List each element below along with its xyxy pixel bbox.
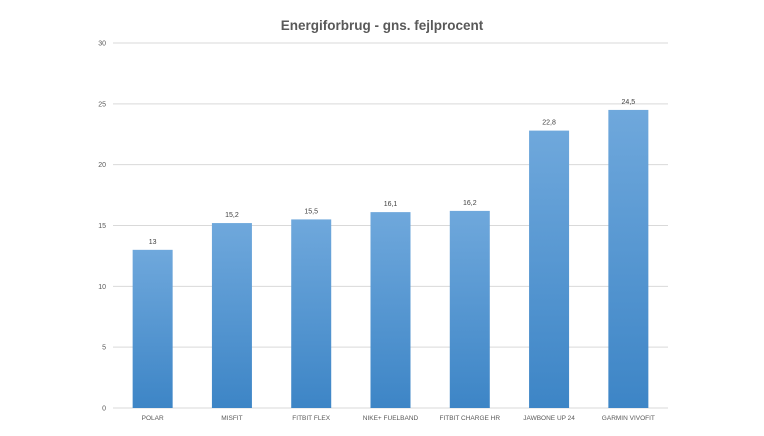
y-tick-label: 20 bbox=[98, 162, 106, 169]
data-label: 13 bbox=[149, 239, 157, 246]
bar-jawbone-up-24 bbox=[529, 130, 570, 408]
x-category-label: POLAR bbox=[142, 415, 164, 422]
data-label: 22,8 bbox=[542, 120, 556, 127]
x-category-label: NIKE+ FUELBAND bbox=[363, 415, 419, 422]
chart-title: Energiforbrug - gns. fejlprocent bbox=[280, 18, 484, 33]
bar-fitbit-charge-hr bbox=[449, 210, 490, 408]
bar-polar bbox=[132, 249, 173, 408]
data-label: 24,5 bbox=[622, 99, 636, 106]
y-tick-label: 10 bbox=[98, 284, 106, 291]
data-label: 16,1 bbox=[384, 201, 398, 208]
data-label: 16,2 bbox=[463, 200, 477, 207]
bar-nike-fuelband bbox=[370, 212, 411, 408]
data-label: 15,5 bbox=[304, 208, 318, 215]
y-tick-label: 5 bbox=[102, 345, 106, 352]
x-category-label: FITBIT FLEX bbox=[292, 415, 330, 422]
x-category-label: GARMIN VIVOFIT bbox=[602, 415, 655, 422]
x-category-label: FITBIT CHARGE HR bbox=[440, 415, 501, 422]
y-tick-label: 30 bbox=[98, 41, 106, 48]
y-tick-label: 15 bbox=[98, 223, 106, 230]
bar-misfit bbox=[211, 223, 252, 408]
x-category-label: MISFIT bbox=[221, 415, 242, 422]
labels: 0 5 10 15 20 25 30 13 POLAR 15,2 MISFIT 15,5 FITBIT … bbox=[98, 41, 655, 423]
y-tick-label: 0 bbox=[102, 406, 106, 413]
bar-garmin-vivofit bbox=[608, 109, 649, 409]
y-tick-label: 25 bbox=[98, 101, 106, 108]
bars bbox=[132, 109, 649, 409]
bar-fitbit-flex bbox=[291, 219, 332, 408]
x-category-label: JAWBONE UP 24 bbox=[523, 415, 575, 422]
data-label: 15,2 bbox=[225, 212, 239, 219]
